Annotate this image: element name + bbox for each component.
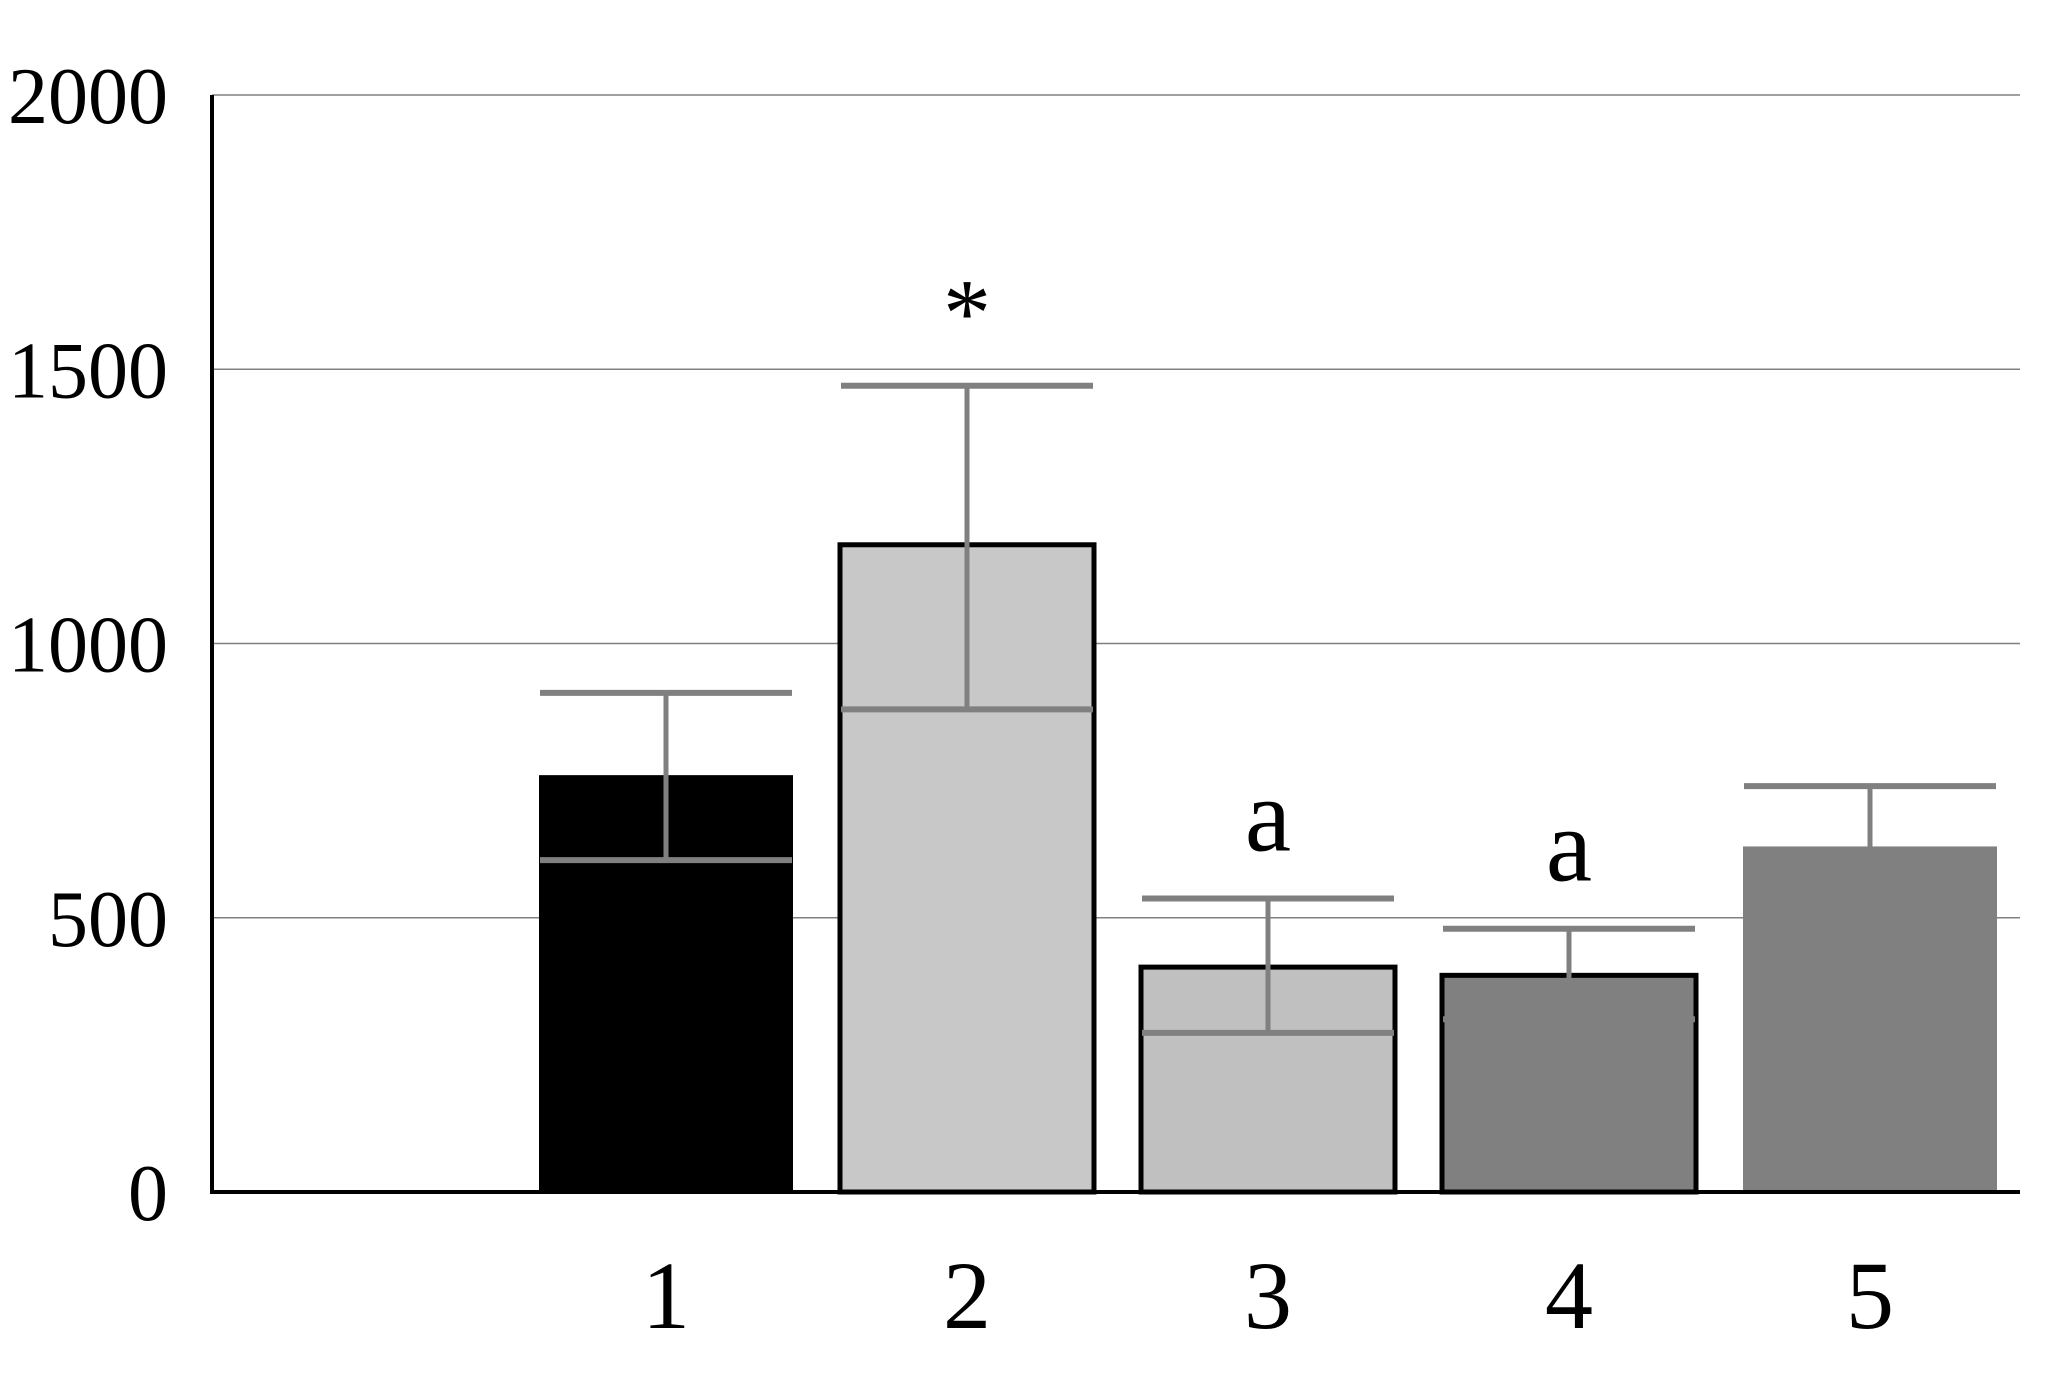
y-tick-label-500: 500 bbox=[48, 876, 168, 964]
bar-5 bbox=[1743, 846, 1997, 1192]
annotations: * a a bbox=[943, 260, 1592, 904]
annotation-2: * bbox=[943, 260, 991, 367]
x-tick-labels: 1 2 3 4 5 bbox=[642, 1242, 1894, 1349]
axes bbox=[210, 95, 2020, 1194]
annotation-3: a bbox=[1245, 759, 1291, 874]
y-tick-label-0: 0 bbox=[128, 1150, 168, 1238]
annotation-4: a bbox=[1546, 789, 1592, 904]
gridlines bbox=[212, 94, 2020, 919]
x-tick-label-2: 2 bbox=[943, 1242, 991, 1349]
y-tick-label-1000: 1000 bbox=[8, 602, 168, 690]
x-tick-label-1: 1 bbox=[642, 1242, 690, 1349]
y-tick-labels: 0 500 1000 1500 2000 bbox=[8, 53, 168, 1238]
x-tick-label-3: 3 bbox=[1244, 1242, 1292, 1349]
y-tick-label-2000: 2000 bbox=[8, 53, 168, 141]
x-tick-label-5: 5 bbox=[1846, 1242, 1894, 1349]
x-tick-label-4: 4 bbox=[1545, 1242, 1593, 1349]
y-tick-label-1500: 1500 bbox=[8, 327, 168, 415]
error-bars bbox=[540, 382, 1996, 1036]
